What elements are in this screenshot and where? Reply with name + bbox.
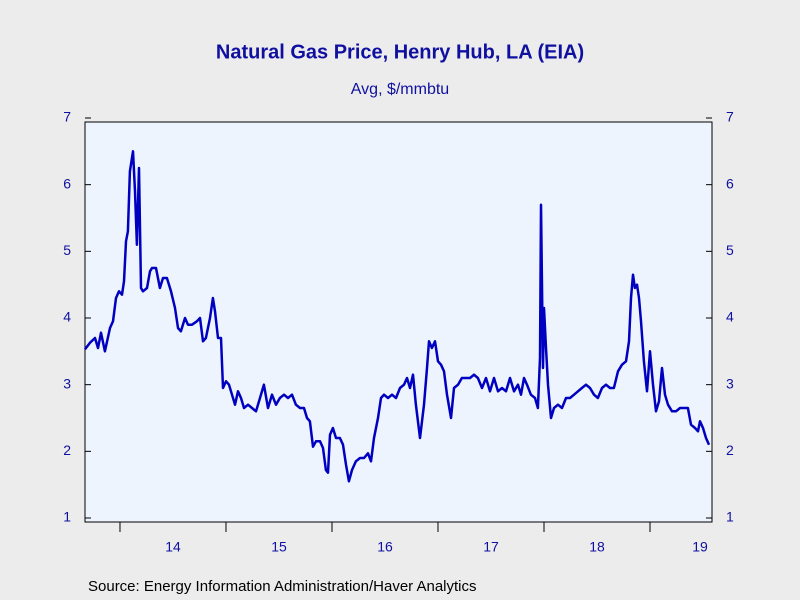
y2-tick-label: 3 bbox=[726, 375, 734, 391]
y-tick-label: 5 bbox=[63, 242, 71, 258]
y2-tick-label: 4 bbox=[726, 309, 734, 325]
y-tick-label: 3 bbox=[63, 375, 71, 391]
x-tick-label: 17 bbox=[483, 539, 499, 555]
price-line bbox=[84, 150, 711, 483]
plot-area bbox=[84, 121, 713, 523]
x-tick-label: 19 bbox=[692, 539, 708, 555]
chart-title: Natural Gas Price, Henry Hub, LA (EIA) bbox=[216, 41, 584, 63]
y-tick-label: 2 bbox=[63, 442, 71, 458]
y2-tick-label: 1 bbox=[726, 509, 734, 525]
y2-tick-label: 7 bbox=[726, 109, 734, 125]
y2-tick-label: 2 bbox=[726, 442, 734, 458]
x-tick-label: 18 bbox=[589, 539, 605, 555]
y-tick-label: 7 bbox=[63, 109, 71, 125]
x-tick-label: 16 bbox=[377, 539, 393, 555]
x-tick-label: 14 bbox=[165, 539, 181, 555]
y2-tick-label: 5 bbox=[726, 242, 734, 258]
chart-subtitle: Avg, $/mmbtu bbox=[351, 81, 449, 98]
source-note: Source: Energy Information Administratio… bbox=[88, 578, 477, 595]
y-tick-label: 1 bbox=[63, 509, 71, 525]
y2-tick-label: 6 bbox=[726, 175, 734, 191]
y-tick-label: 4 bbox=[63, 309, 71, 325]
x-tick-label: 15 bbox=[271, 539, 287, 555]
y-tick-label: 6 bbox=[63, 175, 71, 191]
